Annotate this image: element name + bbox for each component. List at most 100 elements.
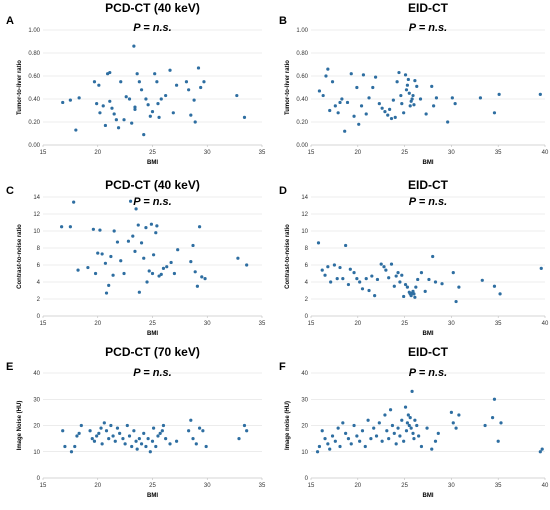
data-point [346,437,351,441]
data-point [367,96,371,100]
data-point [398,280,402,284]
x-tick-label: 20 [94,150,101,156]
y-tick-label: 2 [305,297,309,303]
data-point [415,84,419,88]
x-tick-label: 15 [40,150,47,156]
y-axis-label: Contrast-to-noise ratio [285,224,291,289]
data-point [155,224,159,228]
data-point [145,280,149,284]
data-point [383,413,387,417]
data-point [168,68,172,72]
panel-title: PCD-CT (40 keV) [105,178,200,192]
data-point [341,421,345,425]
data-point [357,122,361,126]
data-point [405,285,410,289]
data-point [197,225,202,229]
data-point [377,102,381,106]
data-point [61,100,65,105]
data-point [343,129,347,133]
y-axis-label: Tumor-to-liver ratio [285,60,291,115]
data-point [409,426,413,430]
data-point [323,437,327,441]
data-point [149,222,154,226]
data-point [115,426,120,430]
data-point [408,104,412,108]
data-point [330,80,335,84]
p-value-annotation: P = n.s. [409,22,447,34]
data-point [412,103,416,107]
data-point [397,70,401,75]
data-point [174,439,179,443]
data-point [168,442,172,446]
data-point [189,113,193,117]
x-tick-label: 15 [40,483,47,489]
data-point [386,113,390,117]
panel-a: A PCD-CT (40 keV) 0.00 0.20 0.40 0.60 0.80 1.00… [6,1,266,166]
panel-letter: F [279,361,286,373]
y-tick-label: 0.20 [28,120,40,126]
data-point [97,83,101,87]
data-point [358,439,362,443]
panel-c: C PCD-CT (40 keV) 0 2 4 6 8 10 12 14 15 20 25 30 35 BMI… [6,178,266,337]
data-point [196,66,201,70]
data-point [92,80,97,84]
data-point [133,107,137,111]
data-point [157,115,161,119]
data-point [440,282,444,286]
data-point [496,439,500,443]
data-point [132,44,136,48]
y-tick-label: 0.80 [28,51,40,57]
data-point [338,265,342,270]
data-point [333,439,337,443]
data-point [402,294,406,299]
data-point [104,291,109,295]
x-axis-label: BMI [147,331,158,337]
data-point [139,88,144,92]
y-tick-label: 30 [33,397,40,403]
y-axis-label: Image noise (HU) [285,401,291,450]
data-point [95,102,99,106]
data-point [400,102,404,106]
data-point [382,265,386,269]
data-point [433,439,438,443]
data-point [326,442,330,446]
data-point [139,442,144,446]
data-point [396,271,400,275]
data-point [412,292,416,296]
data-point [68,98,72,102]
panel-title: EID-CT [408,345,449,359]
data-point [174,83,179,87]
panel-letter: D [279,185,287,197]
x-axis-label: BMI [147,160,158,166]
data-point [121,437,125,441]
y-tick-label: 10 [301,229,308,235]
data-point [394,274,398,278]
data-point [540,447,544,451]
data-point [236,256,240,260]
y-tick-label: 0 [305,476,309,482]
data-point [137,80,141,84]
y-tick-label: 0.00 [296,143,308,149]
y-tick-label: 20 [301,424,308,430]
data-point [417,434,421,438]
data-point [398,434,402,438]
data-point [411,289,415,293]
y-tick-label: 12 [33,212,40,218]
data-point [100,252,104,256]
data-point [153,72,157,76]
data-point [363,444,367,449]
data-point [395,80,399,84]
data-point [480,278,484,282]
data-point [164,437,168,441]
data-point [430,447,434,451]
data-point [409,294,413,298]
data-point [451,271,455,275]
y-axis-label: Tumor-to-liver ratio [17,60,23,115]
y-tick-label: 30 [301,397,308,403]
data-point [402,439,406,443]
data-point [389,116,394,121]
data-point [478,96,483,100]
data-point [142,431,146,435]
y-tick-label: 1.00 [28,28,40,34]
data-point [116,126,121,130]
